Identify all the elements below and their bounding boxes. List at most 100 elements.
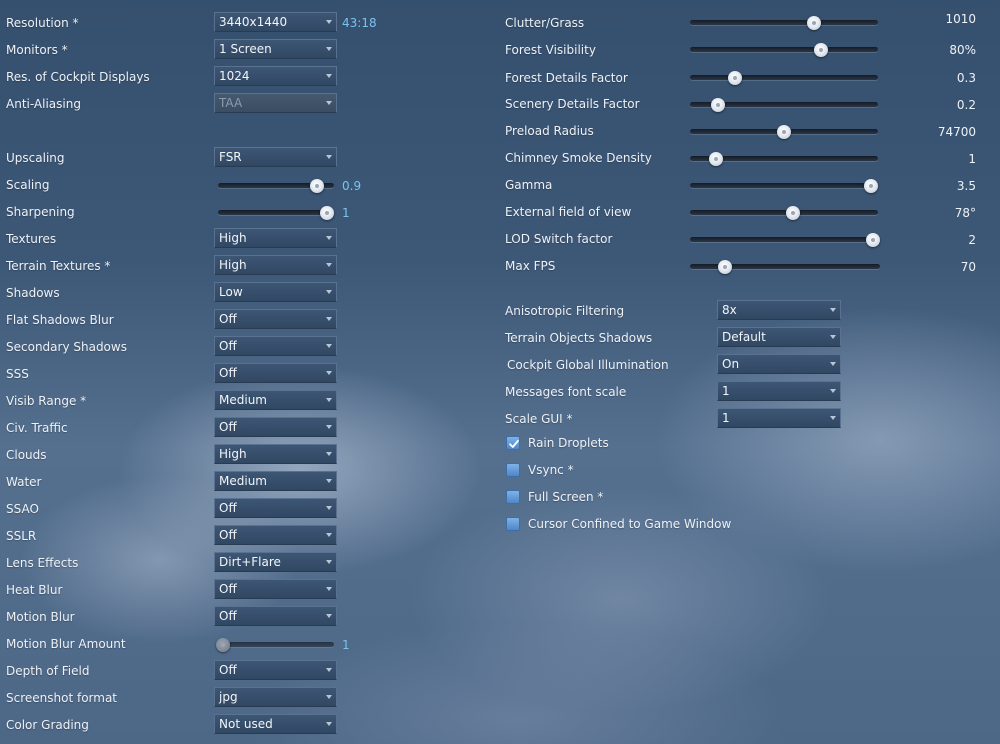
screenshot-format-dropdown[interactable]: jpg: [214, 687, 337, 707]
cursor-confined-label: Cursor Confined to Game Window: [528, 517, 732, 531]
scenery-details-slider[interactable]: [690, 98, 878, 112]
color-grading-dropdown[interactable]: Not used: [214, 714, 337, 734]
scaling-slider[interactable]: [218, 179, 334, 193]
secondary-shadows-dropdown[interactable]: Off: [214, 336, 337, 356]
clouds-label: Clouds: [6, 448, 47, 462]
chevron-down-icon: [326, 101, 332, 105]
slider-track: [690, 210, 878, 215]
slider-knob[interactable]: [709, 152, 724, 166]
rain-droplets-label: Rain Droplets: [528, 436, 609, 450]
gamma-slider[interactable]: [690, 179, 878, 193]
anisotropic-dropdown[interactable]: 8x: [717, 300, 841, 320]
sharpening-slider[interactable]: [218, 206, 334, 220]
max-fps-slider[interactable]: [690, 260, 880, 274]
messages-font-scale-dropdown[interactable]: 1: [717, 381, 841, 401]
cockpit-gi-dropdown[interactable]: On: [717, 354, 841, 374]
checkmark-icon: [509, 439, 519, 448]
cockpit-res-dropdown[interactable]: 1024: [214, 66, 337, 86]
vsync-label: Vsync *: [528, 463, 574, 477]
clutter-grass-slider[interactable]: [690, 16, 878, 30]
chevron-down-icon: [326, 371, 332, 375]
sslr-dropdown[interactable]: Off: [214, 525, 337, 545]
slider-knob[interactable]: [777, 125, 791, 139]
upscaling-dropdown[interactable]: FSR: [214, 147, 337, 167]
terrain-textures-dropdown[interactable]: High: [214, 255, 337, 275]
slider-knob[interactable]: [866, 233, 880, 247]
ssao-dropdown[interactable]: Off: [214, 498, 337, 518]
slider-knob[interactable]: [320, 206, 334, 220]
rain-droplets-checkbox[interactable]: [506, 436, 520, 450]
flat-shadows-blur-dropdown[interactable]: Off: [214, 309, 337, 329]
cockpit-gi-label: Cockpit Global Illumination: [507, 358, 669, 372]
cockpit-res-label: Res. of Cockpit Displays: [6, 70, 150, 84]
slider-knob[interactable]: [710, 98, 725, 112]
slider-knob[interactable]: [806, 16, 821, 30]
lens-effects-label: Lens Effects: [6, 556, 79, 570]
color-grading-value: Not used: [219, 717, 273, 731]
chevron-down-icon: [326, 155, 332, 159]
sss-label: SSS: [6, 367, 29, 381]
sss-dropdown[interactable]: Off: [214, 363, 337, 383]
full-screen-checkbox[interactable]: [506, 490, 520, 504]
messages-font-scale-value: 1: [722, 384, 730, 398]
civ-traffic-value: Off: [219, 420, 237, 434]
forest-visibility-slider[interactable]: [690, 43, 878, 57]
slider-track: [690, 156, 878, 161]
scale-gui-value: 1: [722, 411, 730, 425]
visib-range-label: Visib Range *: [6, 394, 87, 408]
clouds-dropdown[interactable]: High: [214, 444, 337, 464]
water-dropdown[interactable]: Medium: [214, 471, 337, 491]
antialiasing-dropdown: TAA: [214, 93, 337, 113]
secondary-shadows-label: Secondary Shadows: [6, 340, 127, 354]
motion-blur-amount-value: 1: [342, 638, 350, 652]
vsync-checkbox[interactable]: [506, 463, 520, 477]
external-fov-slider[interactable]: [690, 206, 878, 220]
cursor-confined-checkbox[interactable]: [506, 517, 520, 531]
upscaling-label: Upscaling: [6, 151, 65, 165]
external-fov-value: 78°: [954, 206, 976, 220]
slider-knob[interactable]: [728, 71, 743, 85]
motion-blur-dropdown[interactable]: Off: [214, 606, 337, 626]
slider-track: [218, 183, 334, 188]
shadows-dropdown[interactable]: Low: [214, 282, 337, 302]
civ-traffic-dropdown[interactable]: Off: [214, 417, 337, 437]
motion-blur-amount-label: Motion Blur Amount: [6, 637, 126, 651]
scenery-details-value: 0.2: [956, 98, 976, 112]
sss-value: Off: [219, 366, 237, 380]
slider-track: [690, 102, 878, 107]
chimney-smoke-value: 1: [968, 152, 976, 166]
lod-switch-slider[interactable]: [690, 233, 880, 247]
slider-knob[interactable]: [718, 260, 733, 274]
slider-knob[interactable]: [864, 179, 878, 193]
resolution-dropdown[interactable]: 3440x1440: [214, 12, 337, 32]
anisotropic-label: Anisotropic Filtering: [505, 304, 625, 318]
scale-gui-dropdown[interactable]: 1: [717, 408, 841, 428]
preload-radius-slider[interactable]: [690, 125, 878, 139]
lod-switch-value: 2: [968, 233, 976, 247]
chevron-down-icon: [326, 398, 332, 402]
heat-blur-dropdown[interactable]: Off: [214, 579, 337, 599]
chevron-down-icon: [326, 425, 332, 429]
forest-details-label: Forest Details Factor: [505, 71, 628, 85]
forest-details-slider[interactable]: [690, 71, 878, 85]
chevron-down-icon: [830, 389, 836, 393]
max-fps-value: 70: [960, 260, 976, 274]
slider-knob[interactable]: [309, 179, 324, 193]
textures-dropdown[interactable]: High: [214, 228, 337, 248]
terrain-objects-shadows-dropdown[interactable]: Default: [717, 327, 841, 347]
anisotropic-value: 8x: [722, 303, 737, 317]
visib-range-value: Medium: [219, 393, 267, 407]
chevron-down-icon: [326, 614, 332, 618]
slider-knob[interactable]: [785, 206, 800, 220]
lens-effects-dropdown[interactable]: Dirt+Flare: [214, 552, 337, 572]
slider-knob[interactable]: [813, 43, 828, 57]
depth-of-field-dropdown[interactable]: Off: [214, 660, 337, 680]
monitors-dropdown[interactable]: 1 Screen: [214, 39, 337, 59]
chimney-smoke-slider[interactable]: [690, 152, 878, 166]
chevron-down-icon: [326, 587, 332, 591]
chevron-down-icon: [326, 290, 332, 294]
depth-of-field-label: Depth of Field: [6, 664, 90, 678]
visib-range-dropdown[interactable]: Medium: [214, 390, 337, 410]
cockpit-gi-value: On: [722, 357, 740, 371]
heat-blur-value: Off: [219, 582, 237, 596]
